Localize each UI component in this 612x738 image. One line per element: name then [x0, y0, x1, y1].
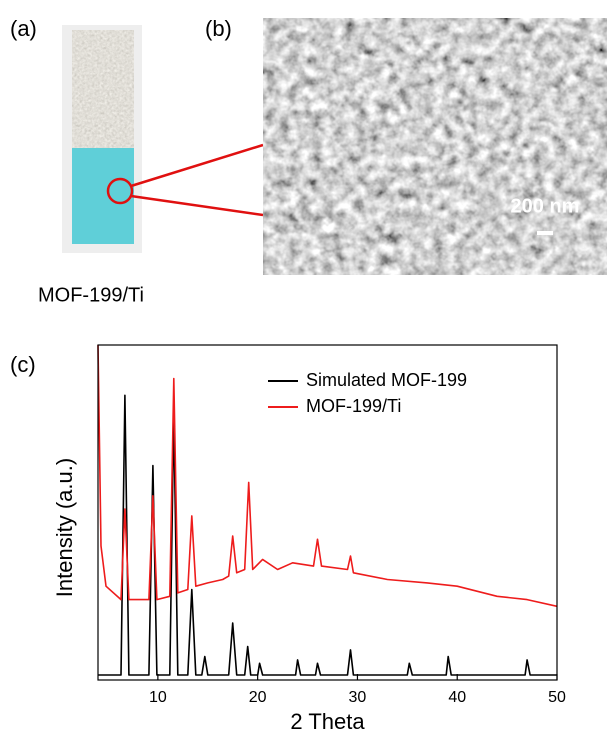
- figure: (a) MOF-199/Ti (b) 200 nm (c) 10 20 30 40 50…: [0, 0, 612, 738]
- y-axis-label: Intensity (a.u.): [52, 458, 77, 597]
- x-tick-label: 50: [548, 689, 566, 706]
- xrd-chart: 10 20 30 40 50 2 Theta Intensity (a.u.) Simulat…: [52, 345, 566, 734]
- scale-bar: [537, 231, 553, 235]
- zoom-line: [131, 196, 263, 215]
- x-tick-label: 10: [149, 689, 167, 706]
- legend-label: MOF-199/Ti: [306, 396, 401, 416]
- data-line: [98, 395, 557, 675]
- mof-coating: [72, 148, 134, 244]
- figure-canvas: (a) MOF-199/Ti (b) 200 nm (c) 10 20 30 40 50…: [0, 0, 612, 738]
- legend-label: Simulated MOF-199: [306, 370, 467, 390]
- x-tick-label: 30: [349, 689, 367, 706]
- scale-bar-label: 200 nm: [511, 195, 580, 217]
- panel-label: (c): [10, 352, 36, 377]
- panel-label: (b): [205, 16, 232, 41]
- x-axis-label: 2 Theta: [290, 709, 365, 734]
- sample-caption: MOF-199/Ti: [38, 284, 144, 306]
- x-tick-label: 20: [249, 689, 267, 706]
- x-tick-label: 40: [448, 689, 466, 706]
- ti-substrate: [72, 30, 134, 148]
- zoom-line: [131, 145, 263, 186]
- panel-label: (a): [10, 16, 37, 41]
- sem-image: [263, 18, 607, 275]
